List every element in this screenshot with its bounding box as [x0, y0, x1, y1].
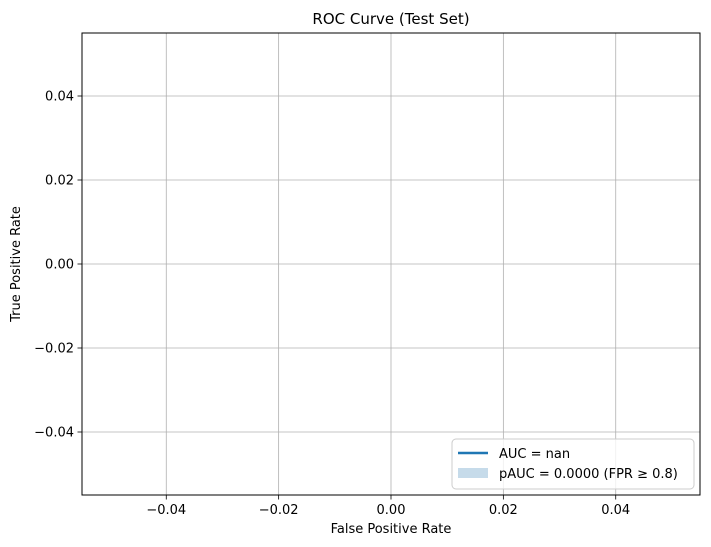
y-axis-label: True Positive Rate — [9, 206, 24, 323]
legend-area-swatch — [458, 468, 488, 478]
x-tick-label: 0.04 — [601, 503, 630, 518]
y-tick-label: −0.04 — [34, 426, 74, 441]
legend-label-pauc: pAUC = 0.0000 (FPR ≥ 0.8) — [499, 467, 678, 482]
x-axis-label: False Positive Rate — [331, 522, 452, 537]
y-axis-ticks: −0.04 −0.02 0.00 0.02 0.04 — [34, 90, 82, 441]
legend-box — [451, 438, 695, 490]
legend-label-auc: AUC = nan — [499, 447, 570, 462]
y-tick-label: 0.04 — [45, 90, 74, 105]
x-tick-label: 0.00 — [377, 503, 406, 518]
y-tick-label: 0.00 — [45, 258, 74, 273]
x-tick-label: 0.02 — [489, 503, 518, 518]
y-tick-label: 0.02 — [45, 174, 74, 189]
x-axis-ticks: −0.04 −0.02 0.00 0.02 0.04 — [146, 495, 630, 518]
y-tick-label: −0.02 — [34, 342, 74, 357]
x-tick-label: −0.04 — [146, 503, 186, 518]
chart-title: ROC Curve (Test Set) — [312, 10, 469, 28]
legend: AUC = nan pAUC = 0.0000 (FPR ≥ 0.8) — [451, 438, 695, 490]
x-tick-label: −0.02 — [259, 503, 299, 518]
grid-lines — [82, 33, 700, 495]
